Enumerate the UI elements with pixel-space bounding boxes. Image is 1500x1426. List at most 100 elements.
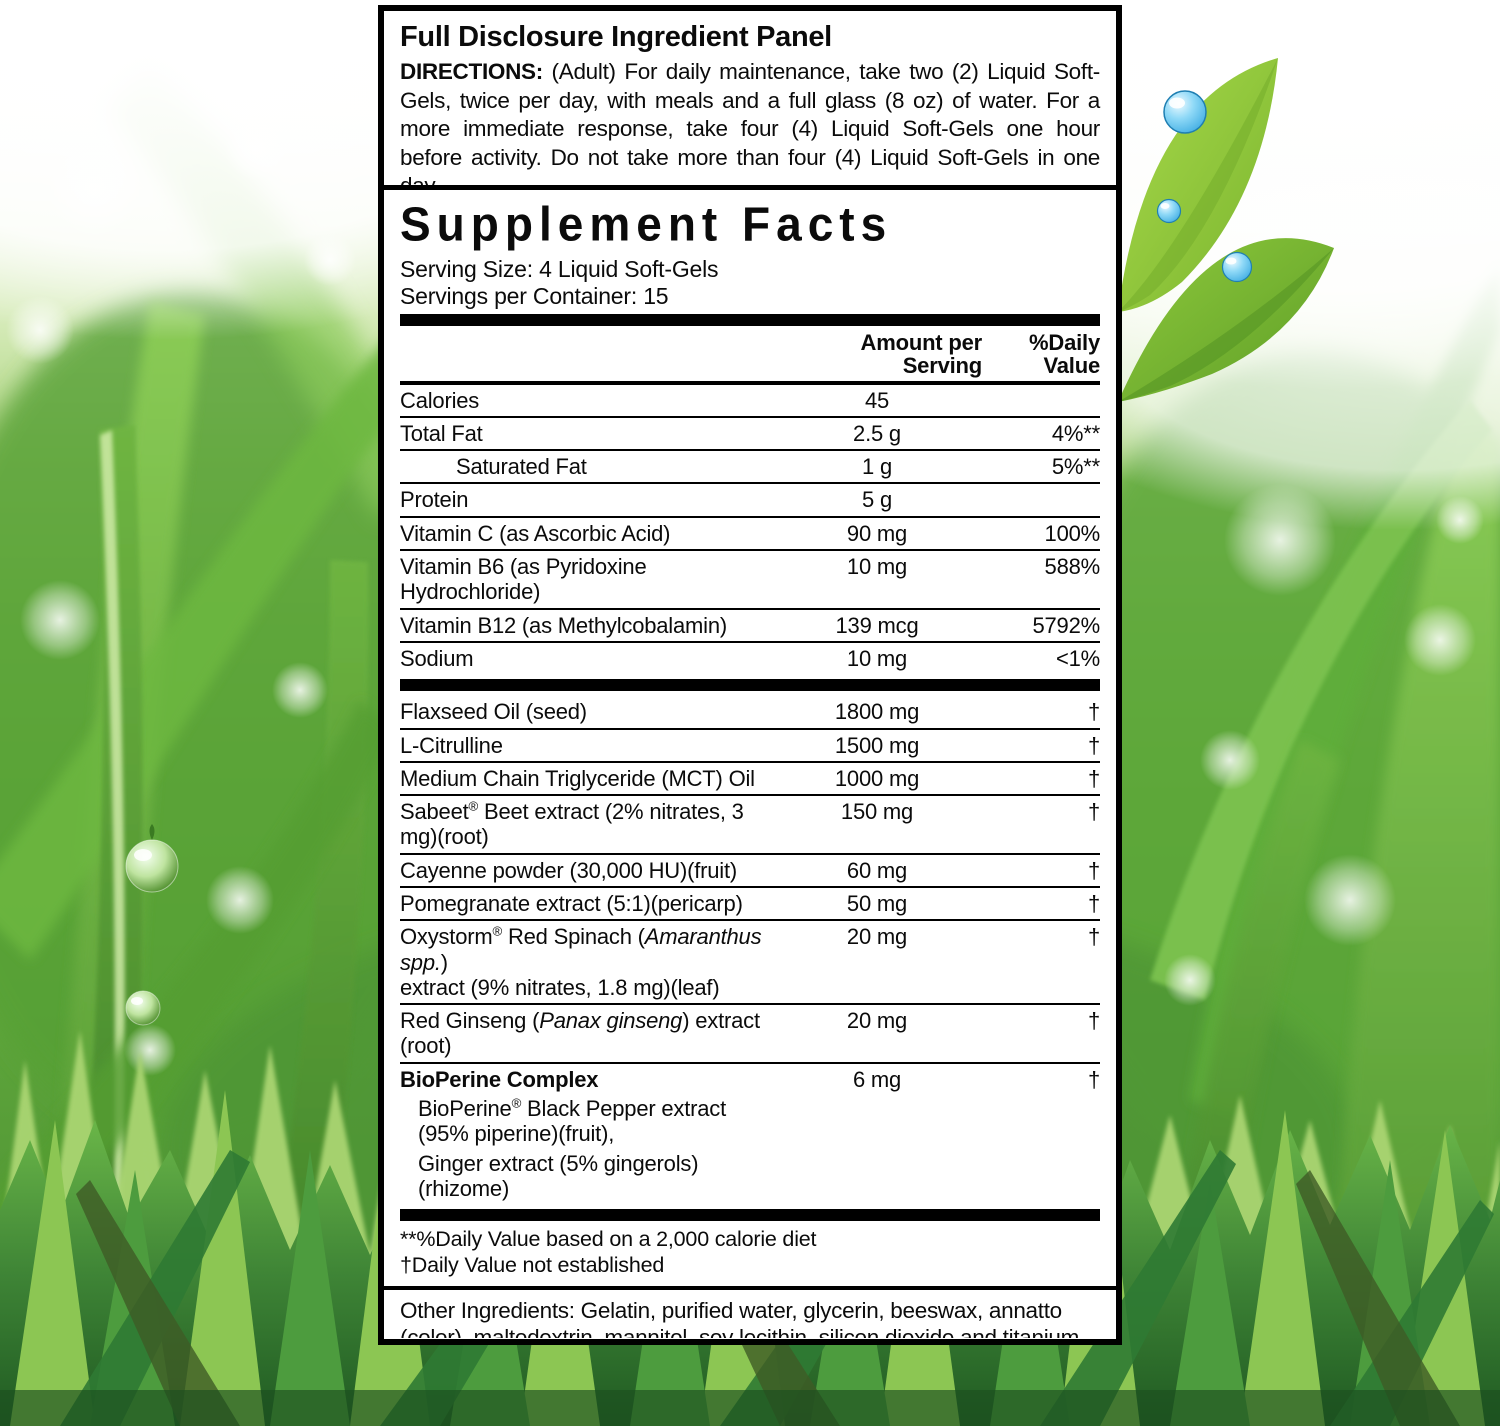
nutrient-daily-value: 5792%: [1032, 612, 1100, 638]
nutrient-amount: 10 mg: [846, 645, 908, 671]
header-underline: [400, 380, 1100, 385]
footnote-daily-value: **%Daily Value based on a 2,000 calorie …: [400, 1227, 817, 1252]
nutrient-daily-value: †: [1087, 732, 1100, 758]
nutrient-amount: 6 mg: [852, 1066, 902, 1092]
supplement-facts-section: Supplement Facts Serving Size: 4 Liquid …: [384, 190, 1116, 1338]
divider-bar: [400, 1209, 1100, 1222]
nutrient-daily-value: †: [1087, 699, 1100, 725]
footnotes: **%Daily Value based on a 2,000 calorie …: [400, 1226, 1100, 1278]
daily-value-header: %Daily Value: [1029, 330, 1100, 379]
nutrient-row: Cayenne powder (30,000 HU)(fruit) 60 mg †: [400, 852, 1100, 886]
nutrient-daily-value: †: [1087, 799, 1100, 825]
water-drop-icon: [1156, 198, 1182, 224]
nutrient-daily-value: 5%**: [1051, 454, 1100, 480]
nutrient-name: Total Fat: [400, 420, 483, 446]
nutrient-name: Flaxseed Oil (seed): [400, 699, 587, 725]
other-ingredients: Other Ingredients: Gelatin, purified wat…: [400, 1297, 1100, 1338]
supplement-facts-title: Supplement Facts: [400, 197, 893, 252]
nutrient-daily-value: <1%: [1055, 645, 1100, 671]
serving-size: Serving Size: 4 Liquid Soft-Gels: [400, 256, 719, 282]
amount-per-serving-header: Amount per Serving: [860, 330, 983, 379]
nutrient-amount: 90 mg: [846, 520, 908, 546]
nutrient-row: Vitamin C (as Ascorbic Acid) 90 mg 100%: [400, 515, 1101, 549]
nutrient-row: Red Ginseng (Panax ginseng) extract (roo…: [400, 1003, 1100, 1062]
water-drop-icon: [1163, 90, 1207, 134]
directions-section: Full Disclosure Ingredient Panel DIRECTI…: [384, 11, 1116, 190]
nutrient-subline: Ginger extract (5% gingerols)(rhizome): [418, 1150, 699, 1201]
directions-label: DIRECTIONS:: [400, 59, 543, 84]
divider-bar: [400, 314, 1100, 327]
nutrient-amount: 60 mg: [846, 857, 908, 883]
other-ingredients-text: Gelatin, purified water, glycerin, beesw…: [400, 1297, 1080, 1338]
section-divider: [384, 1285, 1116, 1290]
nutrient-name: Vitamin B6 (as Pyridoxine Hydrochloride): [400, 554, 647, 605]
nutrient-name: Protein: [400, 487, 469, 513]
nutrient-row: Medium Chain Triglyceride (MCT) Oil 1000 …: [400, 760, 1100, 794]
nutrient-daily-value: †: [1087, 890, 1100, 916]
nutrient-name: Sodium: [400, 645, 474, 671]
nutrient-daily-value: †: [1087, 1066, 1100, 1092]
nutrient-daily-value: †: [1087, 1008, 1100, 1034]
supplement-label-panel: Full Disclosure Ingredient Panel DIRECTI…: [378, 5, 1122, 1345]
other-ingredients-label: Other Ingredients:: [400, 1297, 575, 1323]
nutrient-amount: 139 mcg: [835, 612, 919, 638]
nutrient-name: Vitamin C (as Ascorbic Acid): [400, 520, 671, 546]
dew-drop: [125, 824, 179, 893]
nutrient-daily-value: †: [1087, 857, 1100, 883]
column-headers: Amount per Serving %Daily Value: [400, 330, 1101, 379]
nutrient-amount: 45: [864, 387, 890, 413]
nutrient-subline: BioPerine® Black Pepper extract (95% pip…: [418, 1095, 727, 1147]
nutrient-row: BioPerine Complex BioPerine® Black Pepper…: [400, 1061, 1100, 1204]
leaf-icon: [1118, 238, 1334, 402]
nutrient-row: Saturated Fat 1 g 5%**: [400, 449, 1100, 482]
panel-title: Full Disclosure Ingredient Panel: [400, 21, 832, 53]
nutrient-name: Calories: [400, 387, 480, 413]
directions-body: (Adult) For daily maintenance, take two …: [400, 59, 1100, 190]
nutrient-row: Flaxseed Oil (seed) 1800 mg †: [400, 696, 1100, 727]
nutrient-name: Pomegranate extract (5:1)(pericarp): [400, 890, 743, 916]
directions-text: DIRECTIONS: (Adult) For daily maintenanc…: [400, 58, 1100, 190]
nutrient-name: BioPerine Complex BioPerine® Black Pepper…: [400, 1067, 772, 1201]
nutrient-name: L-Citrulline: [400, 732, 503, 758]
divider-bar: [400, 679, 1100, 692]
nutrient-amount: 5 g: [862, 487, 892, 513]
nutrient-name: Oxystorm® Red Spinach (Amaranthus spp.) e…: [400, 923, 762, 1000]
nutrient-name: Medium Chain Triglyceride (MCT) Oil: [400, 765, 755, 791]
nutrient-amount: 1500 mg: [834, 732, 920, 758]
nutrient-row: Sabeet® Beet extract (2% nitrates, 3 mg)…: [400, 794, 1100, 853]
dew-drop: [125, 990, 161, 1026]
nutrient-name: Saturated Fat: [456, 454, 587, 480]
nutrient-daily-value: 4%**: [1051, 420, 1100, 446]
nutrient-amount: 20 mg: [846, 924, 908, 950]
servings-per-container: Servings per Container: 15: [400, 282, 669, 309]
leaf-icon: [1118, 58, 1278, 312]
nutrient-daily-value: 100%: [1044, 520, 1101, 546]
nutrient-amount: 20 mg: [846, 1008, 908, 1034]
nutrient-amount: 2.5 g: [853, 420, 901, 446]
nutrient-row: Sodium 10 mg <1%: [400, 640, 1100, 674]
footnote-dagger: †Daily Value not established: [400, 1253, 665, 1278]
nutrient-row: Vitamin B12 (as Methylcobalamin) 139 mcg 5…: [400, 607, 1100, 641]
nutrient-row: Oxystorm® Red Spinach (Amaranthus spp.) e…: [400, 919, 1100, 1003]
nutrient-row: Pomegranate extract (5:1)(pericarp) 50 mg…: [400, 885, 1100, 919]
nutrient-name: Red Ginseng (Panax ginseng) extract (roo…: [400, 1008, 760, 1059]
nutrient-row: Calories 45: [400, 385, 1100, 416]
nutrient-row: Vitamin B6 (as Pyridoxine Hydrochloride)…: [400, 549, 1100, 608]
nutrient-amount: 50 mg: [846, 890, 908, 916]
nutrient-rows: Calories 45 Total Fat 2.5 g 4%** Saturated Fa…: [400, 385, 1100, 1222]
nutrient-name: Cayenne powder (30,000 HU)(fruit): [400, 857, 737, 883]
nutrient-amount: 150 mg: [840, 799, 914, 825]
nutrient-name: Sabeet® Beet extract (2% nitrates, 3 mg)…: [400, 798, 744, 850]
nutrient-name: Vitamin B12 (as Methylcobalamin): [400, 612, 728, 638]
nutrient-amount: 1800 mg: [834, 699, 920, 725]
water-drop-icon: [1221, 251, 1253, 283]
nutrient-amount: 10 mg: [846, 554, 908, 580]
nutrient-row: Protein 5 g: [400, 482, 1100, 515]
nutrient-row: L-Citrulline 1500 mg †: [400, 727, 1100, 761]
nutrient-daily-value: †: [1087, 765, 1100, 791]
nutrient-amount: 1 g: [862, 454, 892, 480]
nutrient-row: Total Fat 2.5 g 4%**: [400, 415, 1100, 449]
nutrient-daily-value: 588%: [1044, 554, 1101, 580]
